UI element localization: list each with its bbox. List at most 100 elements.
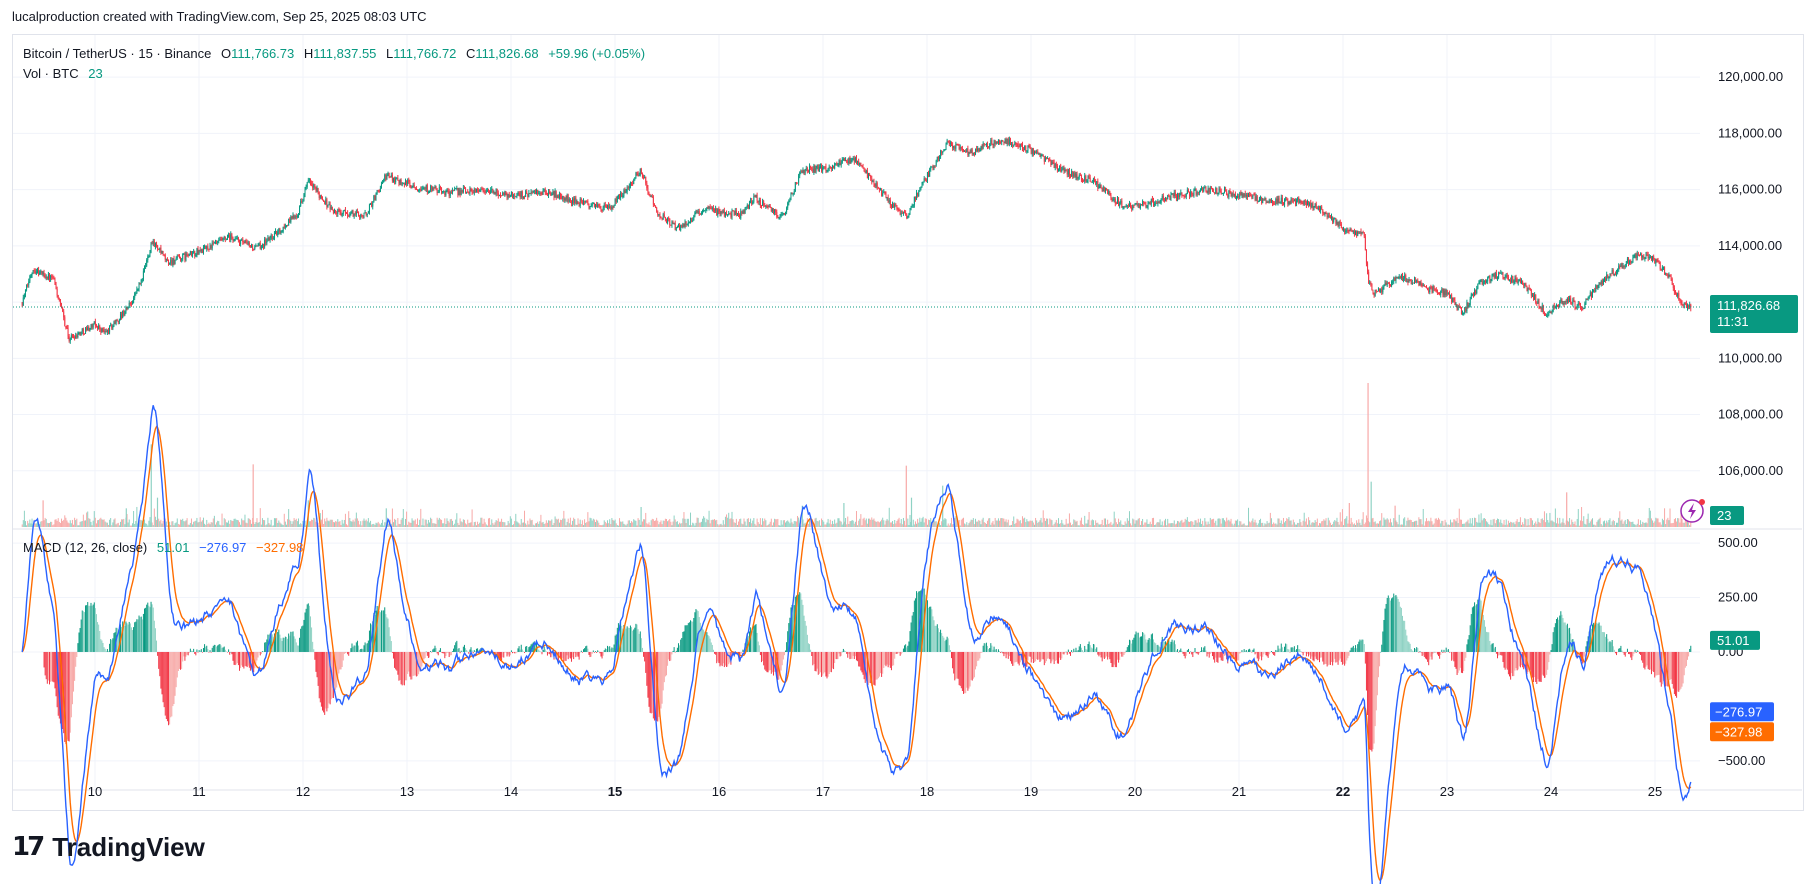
- macd-hist-bar: [169, 651, 171, 725]
- candle-body: [281, 231, 283, 233]
- candle-body: [968, 152, 970, 155]
- candle-body: [147, 256, 149, 261]
- volume-bar: [1421, 524, 1423, 527]
- volume-bar: [317, 522, 319, 527]
- candle-body: [1304, 200, 1306, 203]
- volume-bar: [42, 500, 44, 527]
- candle-body: [643, 177, 645, 179]
- candle-body: [224, 236, 226, 240]
- macd-hist-bar: [241, 651, 243, 666]
- candle-body: [814, 165, 816, 172]
- candle-body: [188, 253, 190, 256]
- volume-bar: [220, 525, 222, 527]
- volume-bar: [78, 525, 80, 527]
- volume-bar: [76, 518, 78, 527]
- candle-body: [160, 247, 162, 254]
- candle-body: [460, 190, 462, 195]
- candle-body: [1419, 281, 1421, 286]
- volume-bar: [1064, 524, 1066, 527]
- volume-bar: [1353, 523, 1355, 527]
- volume-bar: [665, 518, 667, 527]
- volume-bar: [703, 516, 705, 527]
- candle-body: [959, 146, 961, 150]
- macd-hist-bar: [306, 604, 308, 652]
- candle-body: [627, 187, 629, 189]
- candle-body: [311, 183, 313, 185]
- volume-bar: [837, 518, 839, 527]
- candle-body: [360, 215, 362, 218]
- candle-body: [803, 170, 805, 174]
- candle-body: [397, 178, 399, 181]
- macd-hist-bar: [277, 631, 279, 652]
- candle-body: [1460, 307, 1462, 314]
- volume-bar: [1682, 522, 1684, 527]
- candle-body: [908, 214, 910, 216]
- candle-body: [97, 326, 99, 329]
- macd-hist-bar: [427, 651, 429, 658]
- candle-body: [1369, 282, 1371, 284]
- volume-bar: [818, 520, 820, 527]
- volume-bar: [1685, 521, 1687, 527]
- macd-hist-bar: [312, 641, 314, 652]
- candle-body: [201, 249, 203, 253]
- candle-body: [1328, 215, 1330, 217]
- volume-bar: [1244, 525, 1246, 527]
- volume-bar: [186, 518, 188, 527]
- volume-bar: [990, 524, 992, 527]
- candle-body: [935, 160, 937, 166]
- candle-body: [633, 179, 635, 185]
- volume-bar: [1563, 522, 1565, 527]
- volume-bar: [504, 522, 506, 527]
- volume-bar: [169, 521, 171, 527]
- candle-body: [1195, 188, 1197, 195]
- chart-frame[interactable]: [12, 34, 1804, 811]
- volume-bar: [810, 519, 812, 527]
- candle-body: [1221, 193, 1223, 195]
- volume-bar: [465, 523, 467, 527]
- candle-body: [1194, 188, 1196, 190]
- volume-bar: [1420, 519, 1422, 527]
- volume-bar: [1151, 518, 1153, 527]
- volume-bar: [1306, 524, 1308, 527]
- volume-bar: [748, 522, 750, 527]
- candle-body: [1114, 198, 1116, 204]
- candle-body: [1476, 288, 1478, 294]
- volume-bar: [77, 525, 79, 527]
- candle-body: [216, 242, 218, 244]
- volume-bar: [545, 520, 547, 527]
- candle-body: [1405, 275, 1407, 282]
- volume-bar: [573, 517, 575, 527]
- macd-hist-bar: [323, 651, 325, 713]
- candle-body: [1418, 281, 1420, 286]
- candle-body: [1572, 299, 1574, 304]
- volume-bar: [1182, 522, 1184, 527]
- candle-body: [1652, 256, 1654, 261]
- volume-bar: [1491, 525, 1493, 527]
- volume-bar: [1045, 518, 1047, 527]
- volume-bar: [349, 517, 351, 527]
- volume-bar: [686, 518, 688, 527]
- macd-hist-bar: [367, 640, 369, 652]
- candle-body: [481, 189, 483, 191]
- volume-bar: [592, 518, 594, 527]
- candle-body: [1141, 204, 1142, 206]
- candle-body: [1610, 273, 1612, 275]
- volume-bar: [278, 520, 280, 527]
- candle-body: [1274, 203, 1276, 205]
- volume-bar: [479, 522, 481, 527]
- volume-bar: [1025, 522, 1027, 527]
- candle-body: [680, 225, 682, 231]
- candle-body: [442, 191, 444, 193]
- volume-bar: [43, 520, 45, 527]
- candle-body: [1563, 303, 1565, 305]
- volume-bar: [1335, 521, 1337, 527]
- candle-body: [763, 201, 765, 206]
- volume-bar: [1318, 522, 1320, 527]
- volume-bar: [698, 522, 700, 527]
- candle-body: [1415, 279, 1417, 283]
- macd-hist-bar: [424, 651, 426, 659]
- volume-bar: [198, 521, 200, 527]
- candle-body: [412, 185, 414, 187]
- candle-body: [673, 223, 675, 225]
